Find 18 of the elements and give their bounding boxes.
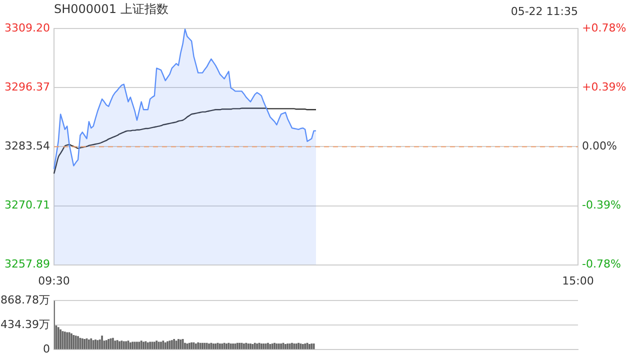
y-tick-label: 3257.89 [4, 258, 50, 271]
y-tick-label: 3283.54 [4, 140, 50, 153]
y2-tick-label: +0.78% [582, 21, 626, 34]
chart-title: SH000001 上证指数 [54, 1, 168, 18]
y2-tick-label: -0.39% [582, 198, 621, 212]
y2-tick-label: -0.78% [582, 258, 621, 271]
y-tick-label: 3309.20 [4, 21, 50, 34]
line-series [53, 108, 317, 174]
y2-tick-label: 0.00% [582, 140, 617, 153]
y-tick-label: 3270.71 [4, 198, 50, 212]
y-tick-label: 868.78万 [0, 293, 50, 306]
text: 05-22 11:35 [510, 5, 578, 18]
x-tick-label: 15:00 [562, 274, 594, 288]
y-tick-label: 3296.37 [4, 80, 50, 94]
y-tick-label: 0 [43, 342, 50, 356]
y-tick-label: 434.39万 [0, 318, 50, 331]
y2-tick-label: +0.39% [582, 80, 626, 94]
x-tick-label: 09:30 [38, 274, 70, 288]
